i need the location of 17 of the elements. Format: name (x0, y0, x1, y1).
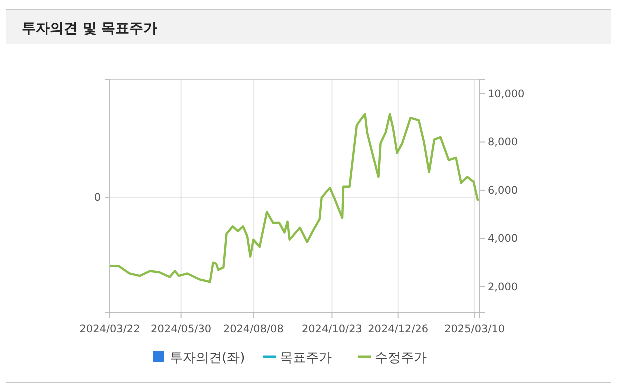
y2-tick-label: 6,000 (488, 184, 518, 197)
chart-title: 투자의견 및 목표주가 (22, 21, 158, 37)
y2-tick-label: 8,000 (488, 136, 518, 149)
x-tick-label: 2024/12/26 (368, 324, 429, 336)
y2-tick-label: 4,000 (488, 233, 518, 246)
legend-label: 수정주가 (375, 351, 427, 366)
legend-label: 투자의견(좌) (170, 351, 246, 366)
x-tick-label: 2024/05/30 (151, 324, 212, 336)
legend-label: 목표주가 (280, 351, 332, 366)
x-tick-label: 2024/10/23 (302, 324, 362, 336)
text: 0 (94, 192, 101, 204)
y2-tick-label: 10,000 (488, 88, 525, 100)
x-tick-label: 2024/08/08 (223, 324, 284, 336)
x-tick-label: 2025/03/10 (444, 324, 506, 336)
line-series (108, 113, 480, 284)
y2-tick-label: 2,000 (488, 281, 518, 294)
x-tick-label: 2024/03/22 (80, 324, 140, 336)
